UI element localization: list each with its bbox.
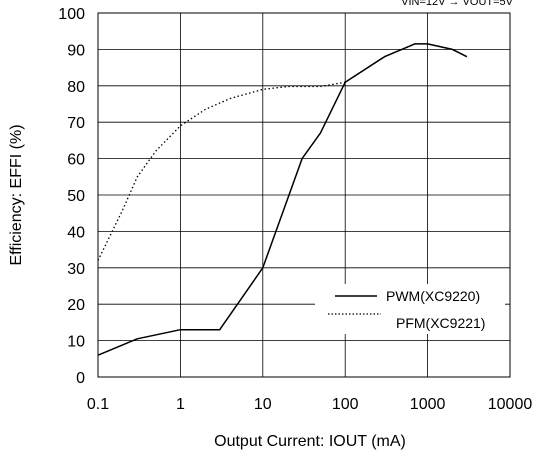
x-tick-labels: 0.1 1 10 100 1000 10000: [87, 396, 532, 413]
legend-box: [315, 284, 505, 334]
x-tick-label: 10: [254, 396, 272, 413]
y-tick-label: 10: [67, 334, 85, 351]
series-line-pwm: [97, 43, 468, 356]
y-tick-label: 60: [67, 152, 85, 169]
series-line-pfm: [97, 43, 468, 261]
y-tick-label: 30: [67, 261, 85, 278]
grid-lines: [98, 13, 510, 377]
y-tick-label: 40: [67, 224, 85, 241]
x-tick-label: 10000: [488, 396, 533, 413]
x-tick-label: 100: [332, 396, 359, 413]
x-tick-label: 1: [176, 396, 185, 413]
y-tick-label: 0: [76, 370, 85, 387]
y-tick-label: 50: [67, 188, 85, 205]
legend-label-pwm: PWM(XC9220): [386, 288, 480, 304]
x-tick-label: 0.1: [87, 396, 109, 413]
y-tick-label: 20: [67, 297, 85, 314]
x-axis-label: Output Current: IOUT (mA): [214, 433, 406, 450]
y-tick-label: 100: [58, 6, 85, 23]
y-tick-label: 80: [67, 79, 85, 96]
test-condition-label: VIN=12V → VOUT=5V: [401, 0, 514, 8]
y-tick-label: 70: [67, 115, 85, 132]
y-axis-label: Efficiency: EFFI (%): [8, 124, 25, 265]
series-lines: [97, 43, 468, 356]
legend: PWM(XC9220) PFM(XC9221): [315, 284, 505, 334]
x-tick-label: 1000: [410, 396, 446, 413]
legend-label-pfm: PFM(XC9221): [396, 315, 485, 331]
y-tick-labels: 0 10 20 30 40 50 60 70 80 90 100: [58, 6, 85, 387]
y-tick-label: 90: [67, 42, 85, 59]
